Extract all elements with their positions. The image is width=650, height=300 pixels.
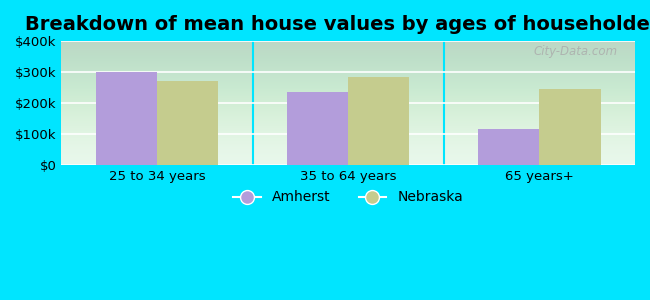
- Legend: Amherst, Nebraska: Amherst, Nebraska: [227, 185, 469, 210]
- Bar: [157, 81, 218, 165]
- Bar: [96, 72, 157, 165]
- Text: City-Data.com: City-Data.com: [534, 45, 618, 58]
- Title: Breakdown of mean house values by ages of householders: Breakdown of mean house values by ages o…: [25, 15, 650, 34]
- Bar: [540, 89, 601, 165]
- Bar: [348, 77, 410, 165]
- Bar: [287, 92, 348, 165]
- Bar: [478, 129, 540, 165]
